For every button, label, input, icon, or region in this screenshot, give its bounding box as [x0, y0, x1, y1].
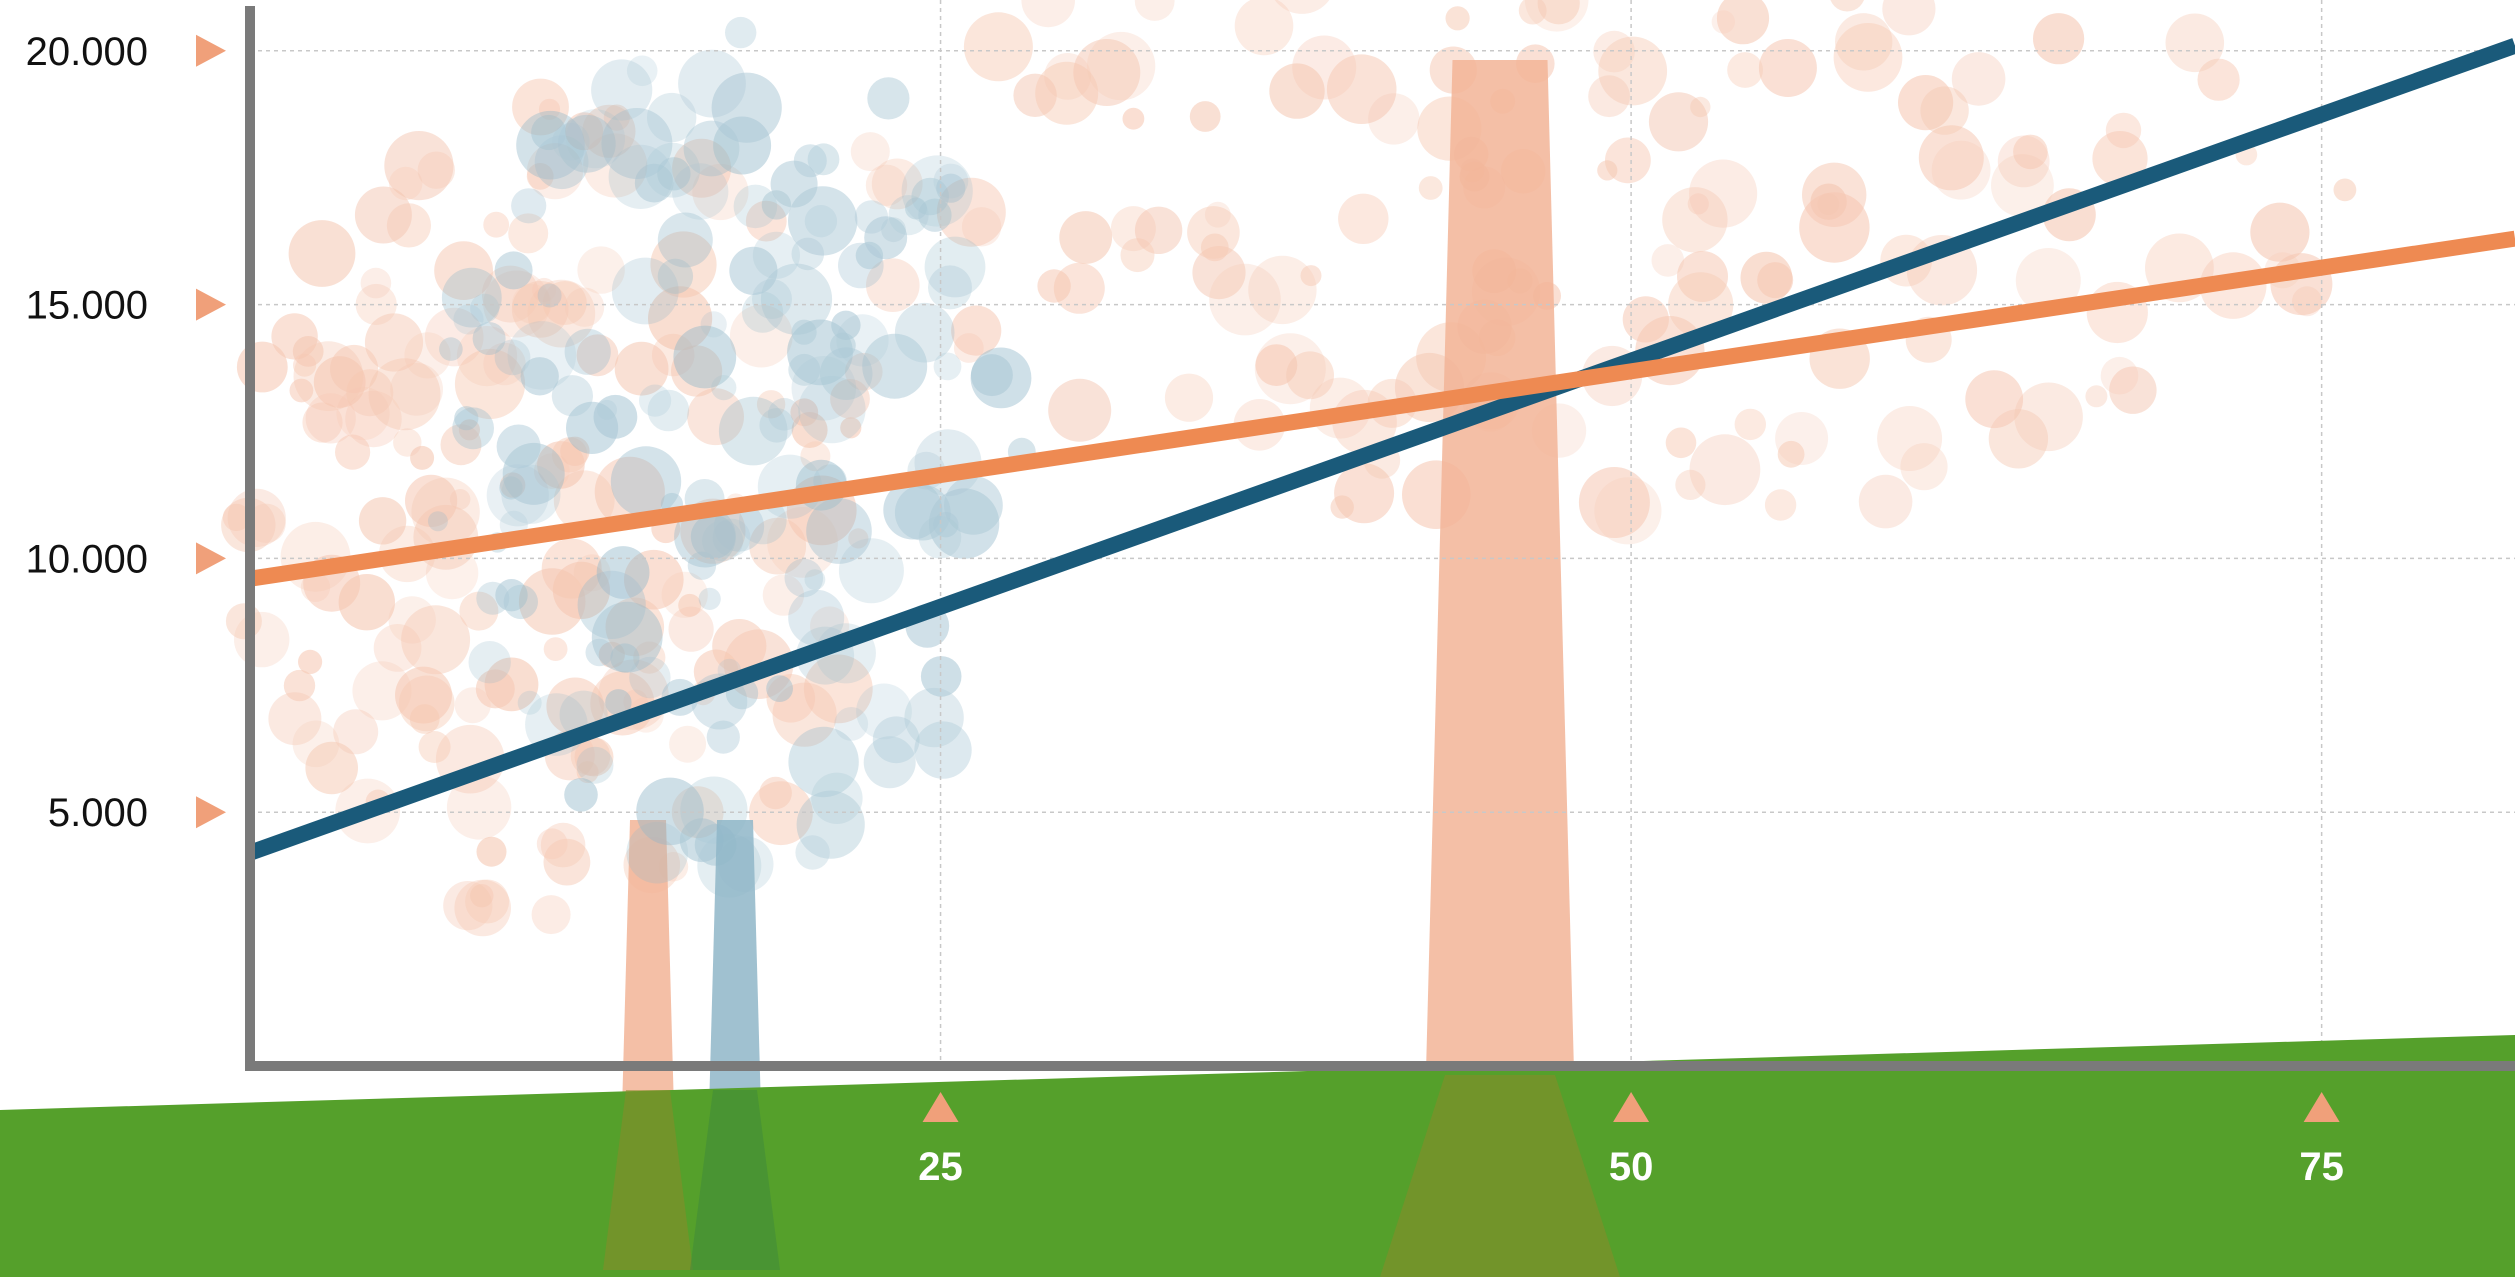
tick-triangle-marker-icon: [196, 542, 226, 575]
axes: [245, 6, 2515, 1071]
tick-triangle-marker-icon: [922, 1092, 959, 1122]
tree-trunk-base-icon: [1380, 1075, 1620, 1277]
small-blue-tree-trunk-icon: [709, 820, 761, 1110]
x-tick-label: 50: [1609, 1145, 1654, 1189]
tick-triangle-marker-icon: [196, 34, 226, 67]
x-tick-label: 25: [918, 1145, 963, 1189]
tree-trunk-bases: [603, 1075, 1620, 1277]
y-tick-label: 10.000: [26, 537, 148, 581]
tick-triangle-marker-icon: [1613, 1092, 1650, 1122]
tick-triangle-marker-icon: [2303, 1092, 2340, 1122]
x-tick-label: 75: [2299, 1145, 2344, 1189]
tick-triangle-marker-icon: [196, 288, 226, 321]
series-lines: [247, 38, 2515, 861]
series-line-1: [247, 38, 2515, 861]
y-tick-label: 5.000: [48, 791, 148, 835]
large-tree-crown-icon: [850, 0, 2357, 545]
tick-triangle-marker-icon: [196, 796, 226, 829]
ground-area: [0, 1035, 2515, 1277]
y-axis-ticks: 5.000 10.000 15.000 20.000: [26, 30, 226, 835]
small-blue-tree-crown-icon: [427, 16, 1036, 898]
large-tree-trunk-icon: [1425, 60, 1575, 1110]
tree-trunk-base-icon: [603, 1090, 693, 1270]
tree-illustrations: [221, 0, 2357, 1110]
series-line-2: [248, 230, 2515, 587]
y-tick-label: 20.000: [26, 30, 148, 74]
x-axis-ticks: 25 50 75: [918, 1092, 2344, 1189]
small-orange-tree-trunk-icon: [622, 820, 674, 1110]
y-tick-label: 15.000: [26, 284, 148, 328]
tree-trunk-base-icon: [690, 1090, 780, 1270]
gridlines: [250, 0, 2515, 1066]
